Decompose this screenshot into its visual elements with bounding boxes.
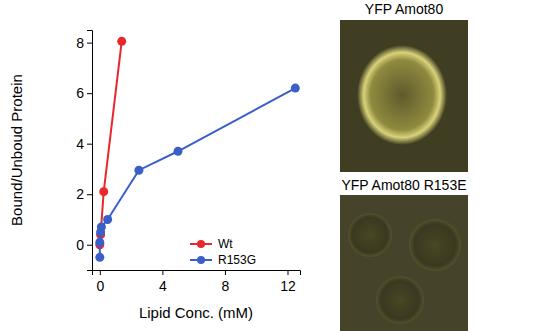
- micrograph-panel: [340, 20, 468, 172]
- y-tick-mark: [87, 93, 92, 94]
- legend-marker: [197, 256, 205, 264]
- series-point: [291, 84, 300, 93]
- y-tick-mark: [87, 194, 92, 195]
- x-tick-label: 0: [96, 278, 104, 294]
- legend: Wt R153G: [190, 237, 256, 267]
- x-tick: 4: [159, 270, 167, 294]
- x-axis: 0 4 8 12: [93, 270, 301, 294]
- legend-label: R153G: [218, 253, 256, 267]
- series-point: [174, 147, 183, 156]
- legend-label: Wt: [218, 237, 233, 251]
- y-axis-line: [87, 31, 93, 271]
- y-tick: 0: [76, 237, 92, 253]
- x-tick-label: 12: [280, 278, 296, 294]
- y-tick-label: 2: [76, 186, 84, 202]
- x-tick: 12: [280, 270, 296, 294]
- x-tick-mark: [162, 270, 163, 275]
- cell: [376, 276, 424, 324]
- micrograph-panel: [340, 195, 468, 331]
- figure: 0 4 8 12 0 2 4 6 8 Lipid Conc. (mM) Bound/Unboud P…: [0, 0, 546, 331]
- cell: [409, 219, 461, 271]
- x-tick-mark: [225, 270, 226, 275]
- y-axis: 0 2 4 6 8: [76, 31, 92, 271]
- y-tick: 6: [76, 85, 92, 101]
- y-tick: 2: [76, 186, 92, 202]
- cell: [357, 45, 447, 145]
- y-tick-label: 8: [76, 35, 84, 51]
- micrograph-image: [340, 195, 468, 331]
- series-point: [95, 238, 104, 247]
- panel-label: YFP Amot80: [365, 1, 444, 17]
- x-tick-mark: [100, 270, 101, 275]
- y-axis-title: Bound/Unboud Protein: [8, 74, 25, 226]
- cell: [348, 213, 392, 257]
- x-tick-label: 8: [222, 278, 230, 294]
- series-point: [99, 187, 108, 196]
- micrograph-image: [340, 20, 468, 172]
- x-tick-mark: [287, 270, 288, 275]
- x-axis-line: [93, 271, 301, 276]
- y-tick-mark: [87, 245, 92, 246]
- y-tick-label: 6: [76, 85, 84, 101]
- series-point: [103, 215, 112, 224]
- x-tick-label: 4: [159, 278, 167, 294]
- x-axis-title: Lipid Conc. (mM): [139, 304, 253, 321]
- x-tick: 8: [222, 270, 230, 294]
- y-tick: 8: [76, 35, 92, 51]
- series-point: [97, 223, 106, 232]
- y-tick: 4: [76, 136, 92, 152]
- series-point: [134, 166, 143, 175]
- y-tick-mark: [87, 43, 92, 44]
- y-tick-mark: [87, 144, 92, 145]
- series-point: [117, 37, 126, 46]
- series-point: [95, 253, 104, 262]
- plot-data: [95, 37, 299, 262]
- series-line: [100, 88, 295, 257]
- panel-label: YFP Amot80 R153E: [341, 177, 466, 193]
- legend-marker: [197, 240, 205, 248]
- y-tick-label: 0: [76, 237, 84, 253]
- y-tick-label: 4: [76, 136, 84, 152]
- x-tick: 0: [96, 270, 104, 294]
